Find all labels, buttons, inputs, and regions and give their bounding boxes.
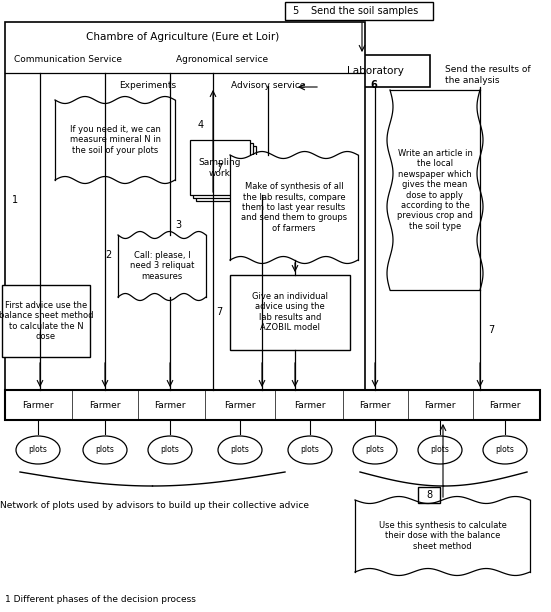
Text: Send the results of
the analysis: Send the results of the analysis [445, 65, 531, 84]
Text: plots: plots [300, 446, 320, 455]
Text: plots: plots [95, 446, 115, 455]
Text: 5: 5 [292, 6, 298, 16]
Ellipse shape [83, 436, 127, 464]
Bar [320, 55, 430, 87]
Text: Sampling
work: Sampling work [199, 159, 241, 177]
Bar [5, 390, 540, 420]
Bar [193, 143, 253, 198]
Text: 1: 1 [12, 195, 18, 205]
Text: Farmer: Farmer [22, 400, 54, 409]
Text: First advice use the
balance sheet method
to calculate the N
dose: First advice use the balance sheet metho… [0, 301, 93, 341]
Text: 6: 6 [370, 80, 377, 90]
Text: Network of plots used by advisors to build up their collective advice: Network of plots used by advisors to bui… [1, 501, 310, 510]
Text: Experiments: Experiments [120, 81, 176, 91]
Text: Call: please, I
need 3 reliquat
measures: Call: please, I need 3 reliquat measures [130, 251, 194, 281]
Text: 2: 2 [105, 250, 111, 260]
Ellipse shape [16, 436, 60, 464]
Text: plots: plots [230, 446, 250, 455]
Text: plots: plots [29, 446, 47, 455]
Text: plots: plots [160, 446, 180, 455]
Bar [390, 90, 480, 290]
Bar [418, 487, 440, 503]
Text: If you need it, we can
measure mineral N in
the soil of your plots: If you need it, we can measure mineral N… [69, 125, 160, 155]
Bar [355, 500, 530, 572]
Text: plots: plots [495, 446, 515, 455]
Text: Chambre of Agriculture (Eure et Loir): Chambre of Agriculture (Eure et Loir) [87, 32, 279, 42]
Ellipse shape [418, 436, 462, 464]
Text: plots: plots [365, 446, 385, 455]
Ellipse shape [483, 436, 527, 464]
Ellipse shape [353, 436, 397, 464]
Bar [2, 285, 90, 357]
Text: Send the soil samples: Send the soil samples [311, 6, 419, 16]
Ellipse shape [288, 436, 332, 464]
Text: Farmer: Farmer [294, 400, 326, 409]
Bar [285, 2, 433, 20]
Text: plots: plots [430, 446, 450, 455]
Ellipse shape [148, 436, 192, 464]
Bar [118, 235, 206, 297]
Text: 3: 3 [175, 220, 181, 230]
Text: 7: 7 [216, 163, 222, 173]
Bar [230, 155, 358, 260]
Bar [55, 100, 175, 180]
Text: Laboratory: Laboratory [347, 66, 403, 76]
Text: Advisory service: Advisory service [231, 81, 305, 91]
Text: 4: 4 [198, 120, 204, 130]
Text: 7: 7 [216, 307, 222, 317]
Text: Agronomical service: Agronomical service [176, 56, 268, 64]
Text: Farmer: Farmer [424, 400, 456, 409]
Text: Write an article in
the local
newspaper which
gives the mean
dose to apply
accor: Write an article in the local newspaper … [397, 149, 473, 231]
Bar [230, 275, 350, 350]
Text: Communication Service: Communication Service [14, 56, 122, 64]
Ellipse shape [218, 436, 262, 464]
Text: Farmer: Farmer [489, 400, 521, 409]
Text: Use this synthesis to calculate
their dose with the balance
sheet method: Use this synthesis to calculate their do… [379, 521, 506, 551]
Text: Give an individual
advice using the
lab results and
AZOBIL model: Give an individual advice using the lab … [252, 292, 328, 332]
Text: 1 Different phases of the decision process: 1 Different phases of the decision proce… [5, 595, 196, 605]
Bar [5, 22, 365, 390]
Text: 8: 8 [426, 490, 432, 500]
Bar [190, 140, 250, 195]
Text: Farmer: Farmer [89, 400, 121, 409]
Text: Farmer: Farmer [224, 400, 256, 409]
Text: Farmer: Farmer [154, 400, 186, 409]
Text: 7: 7 [488, 325, 494, 335]
Bar [196, 146, 256, 201]
Text: Make of synthesis of all
the lab results, compare
them to last year results
and : Make of synthesis of all the lab results… [241, 182, 347, 233]
Text: Farmer: Farmer [359, 400, 391, 409]
